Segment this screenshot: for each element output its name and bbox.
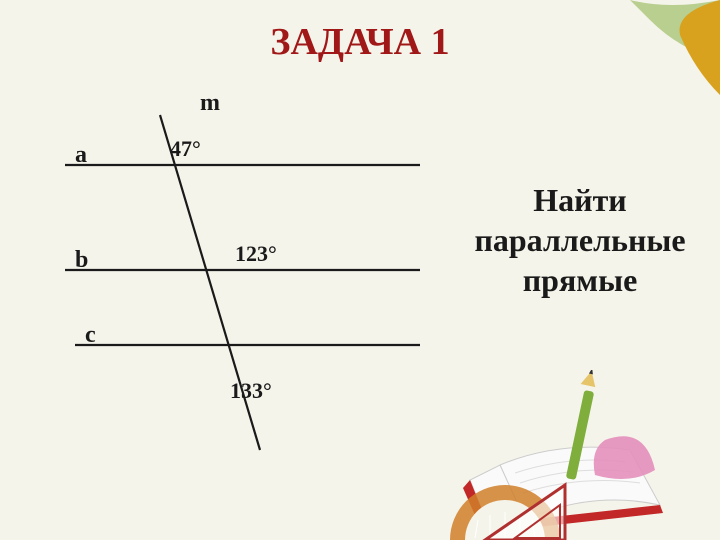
task-text: Найти параллельные прямые	[440, 180, 720, 300]
tools-illustration	[430, 370, 690, 540]
slide-title: ЗАДАЧА 1	[0, 20, 720, 64]
geometry-diagram: m a 47° b 123° c 133°	[40, 90, 440, 460]
angle-c: 133°	[230, 378, 272, 404]
task-line-2: параллельные	[440, 220, 720, 260]
task-line-3: прямые	[440, 260, 720, 300]
label-m: m	[200, 90, 220, 117]
label-a: a	[75, 142, 87, 169]
label-c: c	[85, 322, 96, 349]
diagram-svg	[40, 90, 440, 460]
angle-a: 47°	[170, 136, 201, 162]
label-b: b	[75, 247, 88, 274]
angle-b: 123°	[235, 241, 277, 267]
task-line-1: Найти	[440, 180, 720, 220]
